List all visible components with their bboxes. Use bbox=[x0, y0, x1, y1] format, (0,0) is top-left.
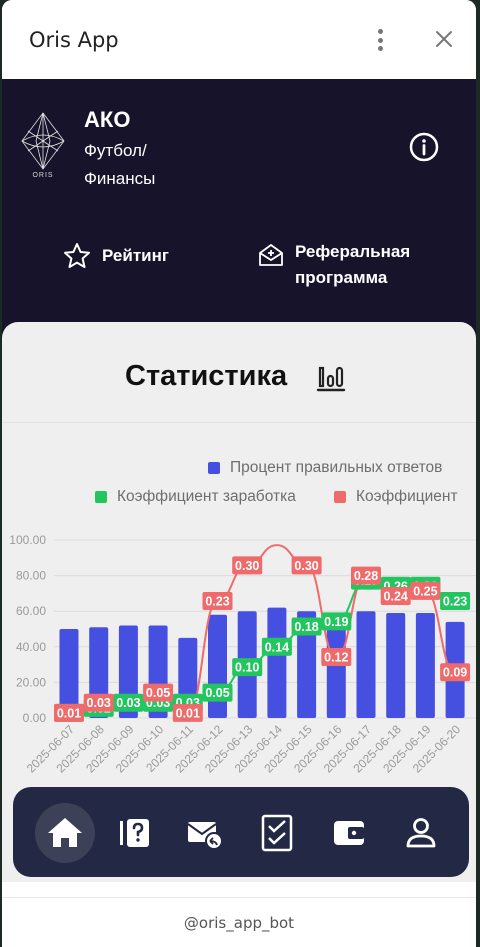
y-tick-label: 20.00 bbox=[16, 675, 46, 689]
data-label: 0.05 bbox=[146, 686, 170, 700]
legend-swatch bbox=[208, 462, 220, 474]
data-label-box bbox=[143, 683, 174, 702]
referral-mail-icon[interactable] bbox=[258, 242, 284, 268]
data-label: 0.05 bbox=[205, 686, 229, 700]
legend-swatch bbox=[95, 491, 107, 503]
data-label: 0.24 bbox=[384, 589, 408, 603]
data-label-box bbox=[351, 566, 381, 585]
data-label-box bbox=[54, 703, 84, 722]
bar bbox=[326, 620, 346, 718]
nav-messages-button[interactable] bbox=[175, 803, 235, 863]
bar bbox=[356, 611, 376, 718]
data-label-box bbox=[440, 592, 471, 611]
legend-item[interactable]: Коэффициент заработка bbox=[95, 488, 296, 506]
divider bbox=[2, 422, 476, 423]
data-label: 0.09 bbox=[443, 666, 467, 680]
data-label-box bbox=[83, 693, 114, 712]
data-label: 0.23 bbox=[205, 595, 229, 609]
bar bbox=[297, 611, 317, 718]
data-label: 0.14 bbox=[265, 640, 289, 654]
y-tick-label: 80.00 bbox=[16, 569, 46, 583]
bar-chart-icon bbox=[316, 366, 346, 392]
info-icon[interactable] bbox=[408, 131, 440, 163]
team-header: ORIS АКО Футбол/ Финансы Рейтинг Реферал… bbox=[2, 79, 476, 339]
title-bar: Oris App bbox=[2, 0, 476, 79]
checklist-icon bbox=[261, 814, 293, 852]
data-label-box bbox=[232, 658, 263, 677]
data-label-box bbox=[172, 703, 203, 722]
data-label-box bbox=[291, 556, 322, 575]
data-label-box bbox=[321, 612, 352, 631]
bar bbox=[267, 607, 287, 718]
data-label-box bbox=[440, 663, 471, 682]
nav-tasks-button[interactable] bbox=[247, 803, 307, 863]
rating-button[interactable]: Рейтинг bbox=[62, 241, 169, 271]
footer: @oris_app_bot bbox=[2, 897, 476, 947]
bot-handle: @oris_app_bot bbox=[183, 914, 295, 932]
nav-wallet-button[interactable] bbox=[319, 803, 379, 863]
data-label-box bbox=[113, 693, 144, 712]
team-name: АКО bbox=[84, 107, 131, 132]
bottom-nav bbox=[13, 787, 469, 877]
data-label: 0.03 bbox=[116, 696, 140, 710]
bar bbox=[415, 612, 435, 718]
bar bbox=[59, 629, 79, 718]
data-label-box bbox=[232, 556, 263, 575]
legend-swatch bbox=[334, 491, 346, 503]
data-label-box bbox=[321, 647, 352, 666]
more-options-icon[interactable] bbox=[370, 26, 390, 54]
wallet-icon bbox=[334, 821, 364, 845]
close-icon[interactable] bbox=[432, 27, 456, 51]
legend-item[interactable]: Коэффициент bbox=[334, 488, 458, 506]
data-label: 0.10 bbox=[235, 661, 259, 675]
bar bbox=[386, 612, 406, 718]
data-label: 0.30 bbox=[235, 559, 259, 573]
data-label: 0.23 bbox=[443, 595, 467, 609]
oris-logo-icon bbox=[21, 112, 65, 170]
data-label: 0.28 bbox=[354, 569, 378, 583]
legend-label: Коэффициент заработка bbox=[117, 488, 296, 505]
referral-program-button[interactable]: Реферальная программа bbox=[295, 242, 411, 287]
data-label: 0.01 bbox=[176, 706, 200, 720]
nav-profile-button[interactable] bbox=[391, 803, 451, 863]
data-label-box bbox=[291, 617, 322, 636]
app-title: Oris App bbox=[29, 28, 119, 52]
team-subtitle-line2: Финансы bbox=[84, 169, 156, 188]
home-icon bbox=[48, 818, 82, 847]
legend-item[interactable]: Процент правильных ответов bbox=[208, 459, 442, 477]
y-tick-label: 40.00 bbox=[16, 640, 46, 654]
data-label-box bbox=[202, 592, 233, 611]
profile-icon bbox=[406, 818, 436, 848]
data-label-box bbox=[380, 586, 411, 605]
y-tick-label: 100.00 bbox=[9, 533, 46, 547]
team-subtitle-line1: Футбол/ bbox=[84, 141, 147, 160]
data-label: 0.12 bbox=[324, 650, 348, 664]
y-tick-label: 60.00 bbox=[16, 604, 46, 618]
data-label-box bbox=[202, 683, 233, 702]
mail-reply-icon bbox=[187, 822, 223, 850]
data-label: 0.18 bbox=[294, 620, 318, 634]
logo-text: ORIS bbox=[32, 172, 54, 179]
data-label-box bbox=[410, 581, 441, 600]
data-label: 0.01 bbox=[57, 706, 81, 720]
data-label: 0.25 bbox=[413, 584, 437, 598]
quiz-icon bbox=[120, 819, 149, 847]
nav-home-button[interactable] bbox=[35, 803, 95, 863]
legend-label: Процент правильных ответов bbox=[230, 459, 443, 476]
star-icon bbox=[64, 243, 90, 268]
nav-quiz-button[interactable] bbox=[105, 803, 165, 863]
data-label: 0.19 bbox=[324, 615, 348, 629]
legend-label: Коэффициент bbox=[356, 488, 458, 505]
statistics-chart: 0.0020.0040.0060.0080.00100.000.010.020.… bbox=[9, 533, 476, 776]
bar bbox=[208, 614, 227, 718]
y-tick-label: 0.00 bbox=[23, 711, 47, 725]
data-label: 0.30 bbox=[294, 559, 318, 573]
statistics-title: Статистика bbox=[125, 360, 288, 392]
data-label: 0.03 bbox=[87, 696, 111, 710]
rating-label: Рейтинг bbox=[102, 246, 169, 265]
data-label-box bbox=[261, 637, 292, 656]
